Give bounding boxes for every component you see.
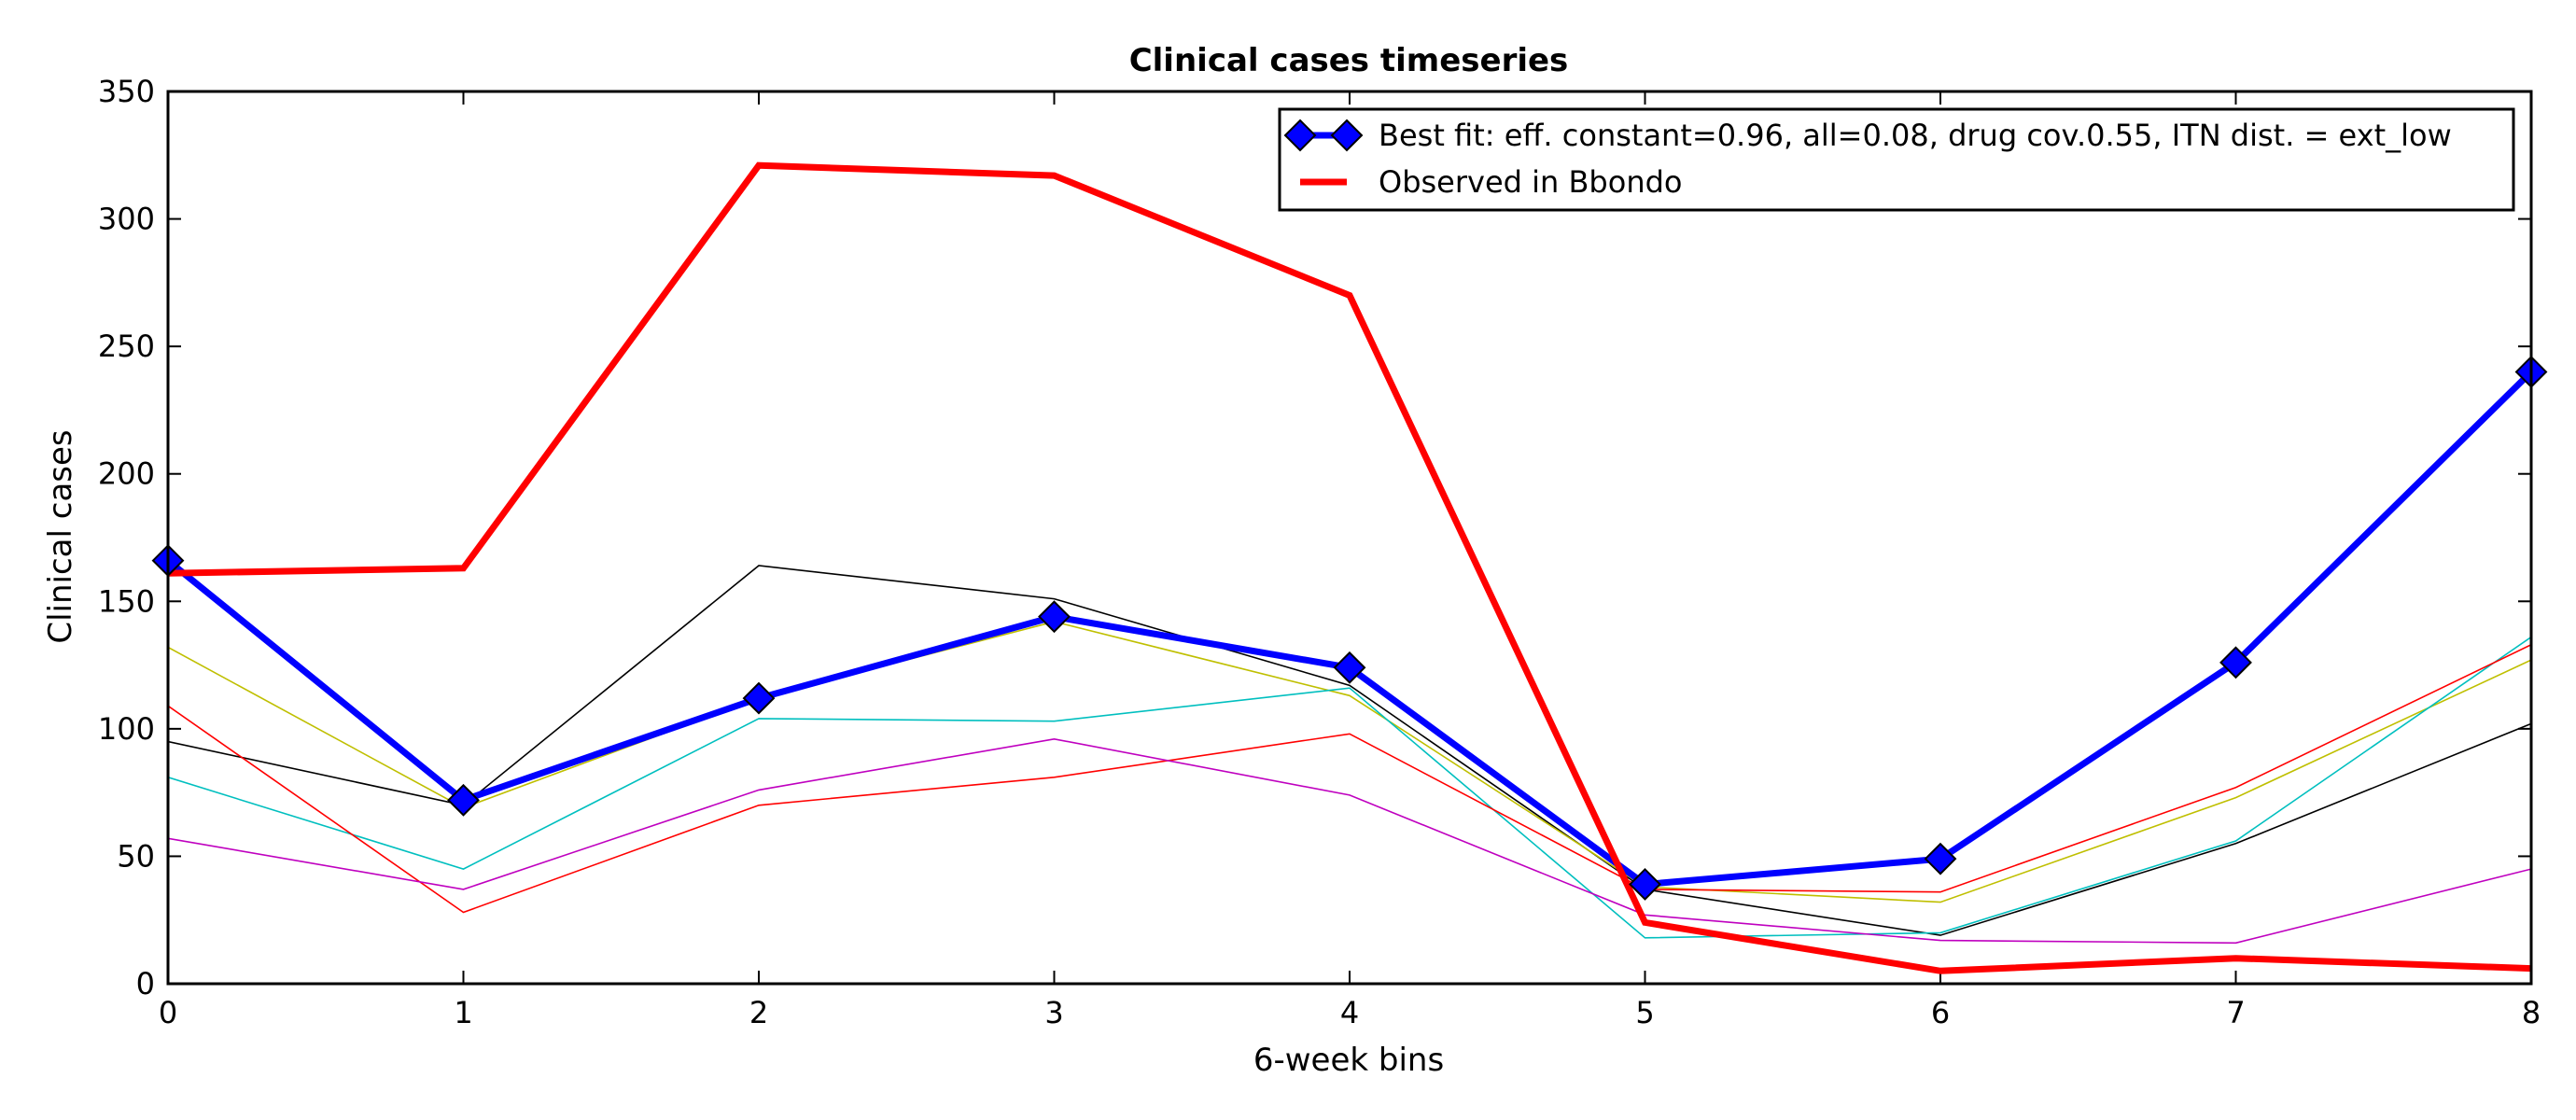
data-point-marker (1038, 600, 1071, 634)
y-tick-label: 100 (98, 711, 155, 747)
data-point-marker (447, 783, 480, 817)
x-tick-label: 6 (1931, 995, 1950, 1030)
x-tick-label: 8 (2522, 995, 2541, 1030)
x-tick-label: 5 (1635, 995, 1654, 1030)
y-tick-label: 250 (98, 329, 155, 364)
y-tick-labels: 0 50 100 150 200 250 300 350 (98, 74, 155, 1001)
y-tick-label: 200 (98, 456, 155, 492)
y-tick-label: 0 (136, 966, 155, 1001)
legend-marker (1330, 119, 1364, 152)
series-line-2 (168, 636, 2531, 939)
x-tick-label: 2 (749, 995, 768, 1030)
y-tick-label: 300 (98, 202, 155, 237)
y-tick-label: 150 (98, 583, 155, 619)
x-tick-label: 4 (1340, 995, 1359, 1030)
x-tick-label: 1 (454, 995, 472, 1030)
plot-frame (166, 90, 2533, 986)
plot-area (151, 161, 2548, 974)
series-line-4 (168, 737, 2531, 945)
legend-label: Observed in Bbondo (1379, 164, 1682, 200)
data-point-marker (1333, 651, 1366, 684)
series-line-1 (168, 621, 2531, 903)
data-point-marker (742, 681, 776, 715)
series-line-3 (168, 643, 2531, 914)
x-tick-label: 7 (2226, 995, 2245, 1030)
legend-entry: Observed in Bbondo (1300, 164, 1682, 200)
legend-marker (1283, 119, 1317, 152)
series-lines (168, 161, 2531, 974)
x-tick-labels: 0 1 2 3 4 5 6 7 8 (159, 995, 2541, 1030)
data-point-marker (2219, 646, 2252, 679)
y-tick-label: 50 (117, 838, 155, 874)
series-line-0 (168, 565, 2531, 936)
legend-label: Best fit: eff. constant=0.96, all=0.08, … (1379, 118, 2452, 153)
legend-entry: Best fit: eff. constant=0.96, all=0.08, … (1283, 118, 2452, 153)
series-markers (151, 356, 2548, 901)
legend-box (1278, 107, 2515, 212)
chart-title: Clinical cases timeseries (1129, 42, 1569, 79)
x-tick-label: 0 (159, 995, 177, 1030)
legend: Best fit: eff. constant=0.96, all=0.08, … (1278, 107, 2515, 212)
data-point-marker (1924, 842, 1957, 875)
y-axis-label: Clinical cases (42, 429, 79, 643)
data-point-marker (1629, 868, 1661, 901)
series-line-6 (168, 161, 2531, 974)
y-tick-label: 350 (98, 74, 155, 109)
x-axis-label: 6-week bins (1253, 1042, 1444, 1079)
x-tick-label: 3 (1044, 995, 1063, 1030)
